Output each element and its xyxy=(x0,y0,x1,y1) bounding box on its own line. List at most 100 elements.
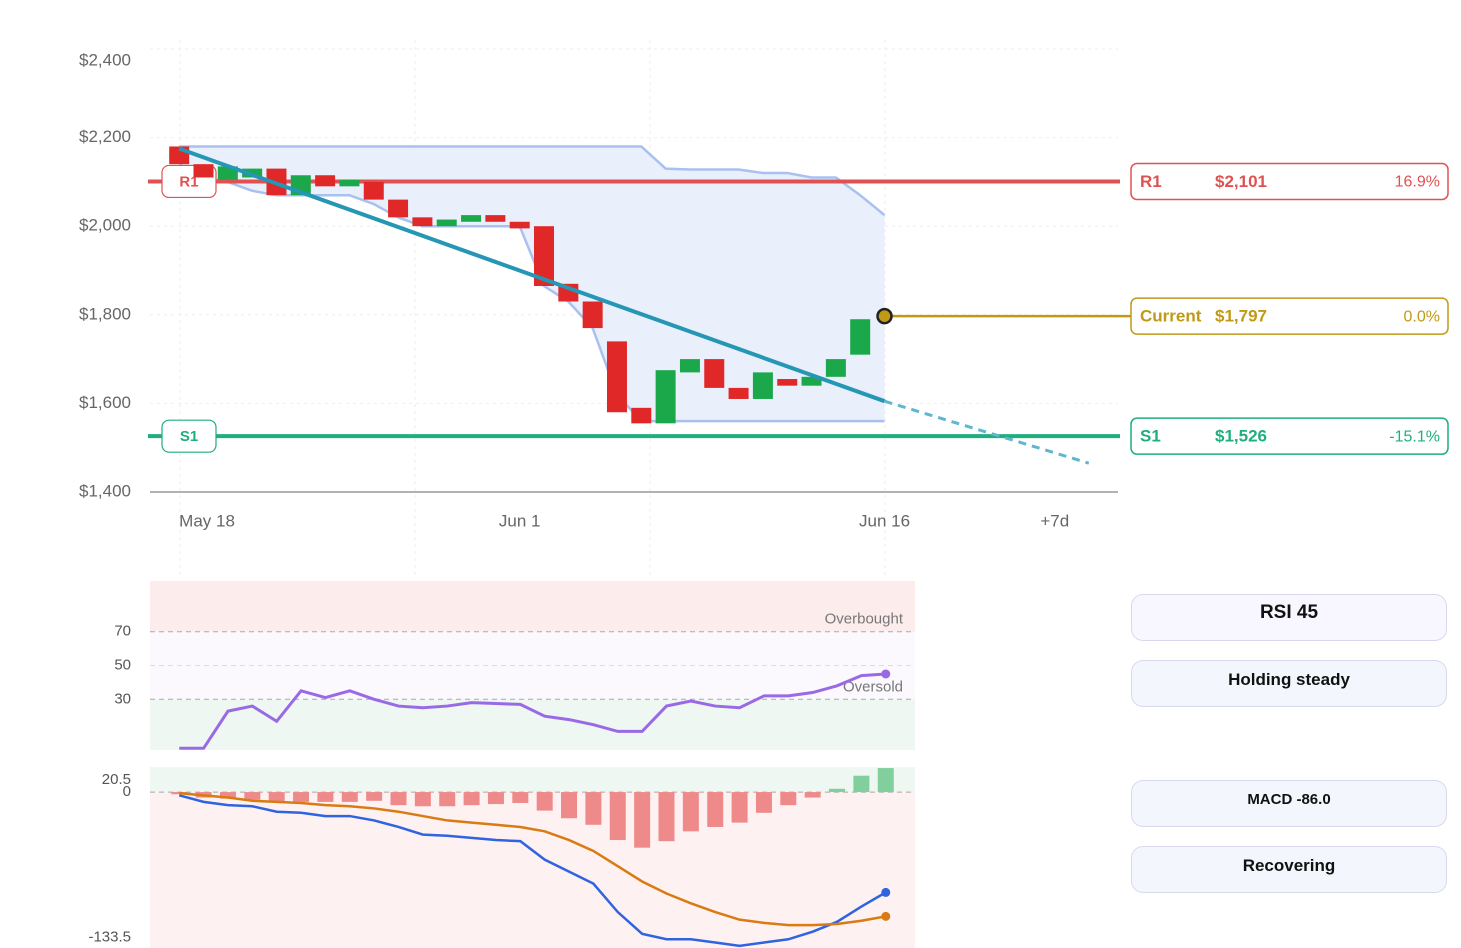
candle xyxy=(655,370,676,424)
histogram-bar xyxy=(341,792,358,802)
histogram-bar xyxy=(609,792,626,841)
y-tick-label: $1,600 xyxy=(79,393,131,412)
histogram-bar xyxy=(634,792,651,848)
candle xyxy=(850,319,871,355)
histogram-bar xyxy=(804,792,821,798)
histogram-bar xyxy=(682,792,699,832)
y-tick-label: 20.5 xyxy=(102,771,131,788)
histogram-bar xyxy=(487,792,504,805)
candle xyxy=(339,179,360,187)
histogram-bar xyxy=(755,792,772,813)
oversold-zone xyxy=(150,699,915,750)
candle xyxy=(777,379,798,386)
oversold-label: Oversold xyxy=(843,678,903,695)
macd-line xyxy=(179,791,886,927)
macd-line xyxy=(178,794,887,948)
candle xyxy=(315,175,336,187)
histogram-bar xyxy=(414,792,431,807)
histogram-bar xyxy=(853,775,870,793)
x-tick-label: Jun 16 xyxy=(859,511,910,530)
candle xyxy=(509,221,530,229)
candle xyxy=(388,199,409,218)
histogram-bar xyxy=(293,792,310,802)
overbought-label: Overbought xyxy=(825,611,904,628)
candle xyxy=(801,376,822,386)
histogram-bar xyxy=(658,792,675,842)
x-tick-label: +7d xyxy=(1040,511,1069,530)
y-tick-label: $2,000 xyxy=(79,216,131,235)
level-change: -15.1% xyxy=(1389,428,1440,445)
level-value: $1,526 xyxy=(1215,427,1267,446)
macd-card: MACD -86.0 xyxy=(1131,780,1447,827)
histogram-bar xyxy=(244,792,261,800)
level-change: 0.0% xyxy=(1404,308,1440,325)
level-tag-label: S1 xyxy=(180,428,198,445)
overbought-zone xyxy=(150,581,915,632)
candle xyxy=(436,219,457,227)
y-tick-label: 30 xyxy=(114,690,131,707)
level-box xyxy=(1130,417,1449,455)
candle xyxy=(704,359,725,388)
histogram-bar xyxy=(439,792,456,807)
channel-area xyxy=(179,146,885,422)
y-tick-label: $2,200 xyxy=(79,127,131,146)
histogram-bar xyxy=(731,792,748,823)
histogram-bar xyxy=(585,792,602,825)
histogram-bar xyxy=(707,792,724,827)
level-name: Current xyxy=(1140,307,1202,326)
trend-line xyxy=(178,146,886,404)
histogram-bar xyxy=(366,792,383,801)
y-tick-label: $1,800 xyxy=(79,304,131,323)
level-value: $1,797 xyxy=(1215,307,1267,326)
y-tick-label: $2,400 xyxy=(79,50,131,69)
histogram-bar xyxy=(219,792,236,799)
candle xyxy=(534,226,555,287)
macd-last-dot xyxy=(881,887,891,897)
histogram-bar xyxy=(829,788,846,793)
current-marker xyxy=(876,307,893,325)
candle xyxy=(825,359,846,377)
rsi-card: RSI 45 xyxy=(1131,594,1447,641)
candle xyxy=(752,372,773,399)
histogram-bar xyxy=(390,792,407,806)
candle xyxy=(631,407,652,424)
y-tick-label: 0 xyxy=(123,783,131,800)
candle xyxy=(606,341,627,413)
y-tick-label: $1,400 xyxy=(79,481,131,500)
candle xyxy=(679,359,700,373)
candle xyxy=(363,181,384,200)
candle xyxy=(461,215,482,222)
y-tick-label: 70 xyxy=(114,623,131,640)
negative-zone xyxy=(150,792,915,948)
trend-projection xyxy=(884,399,1090,465)
level-box xyxy=(1130,162,1449,201)
histogram-bar xyxy=(780,792,797,806)
candle xyxy=(412,217,433,227)
y-tick-label: -133.5 xyxy=(88,929,131,946)
rsi-last-dot xyxy=(881,669,891,679)
histogram-bar xyxy=(268,792,285,802)
x-tick-label: Jun 1 xyxy=(499,511,541,530)
candle xyxy=(485,215,506,222)
level-name: R1 xyxy=(1140,172,1162,191)
level-value: $2,101 xyxy=(1215,172,1267,191)
histogram-bar xyxy=(317,792,334,802)
histogram-bar xyxy=(877,768,894,793)
macd-last-dot xyxy=(881,911,891,921)
macd-status-card: Recovering xyxy=(1131,846,1447,893)
level-tag xyxy=(161,419,217,453)
level-change: 16.9% xyxy=(1395,174,1440,191)
histogram-bar xyxy=(512,792,529,803)
channel-upper xyxy=(179,145,886,217)
level-tag-label: R1 xyxy=(179,173,198,190)
histogram-bar xyxy=(463,792,480,806)
level-box xyxy=(1130,297,1449,335)
candle xyxy=(582,301,603,329)
rsi-line xyxy=(179,672,886,750)
y-tick-label: 50 xyxy=(114,656,131,673)
x-tick-label: May 18 xyxy=(179,511,235,530)
histogram-bar xyxy=(561,792,578,819)
rsi-status-card: Holding steady xyxy=(1131,660,1447,707)
candle xyxy=(193,164,214,178)
